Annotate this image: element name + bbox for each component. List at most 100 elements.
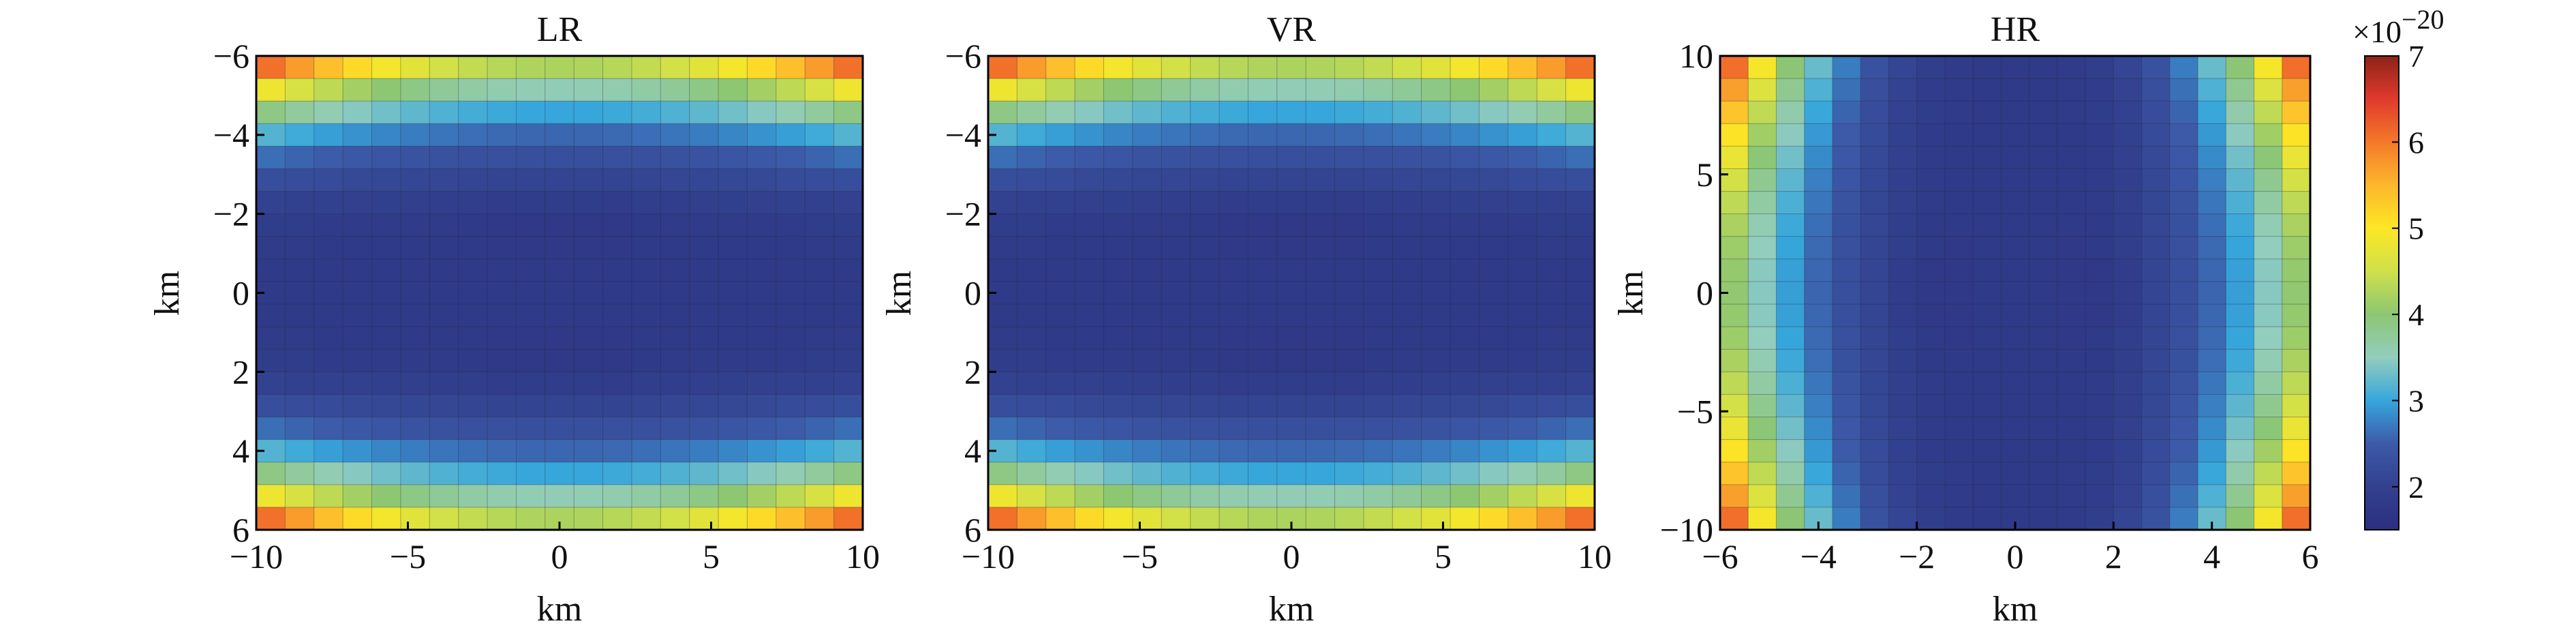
heatmap-cell [1305, 326, 1336, 350]
heatmap-cell [2057, 236, 2087, 260]
heatmap-cell [1478, 393, 1509, 418]
heatmap-cell [1450, 55, 1480, 80]
x-tick-label: 5 [1435, 537, 1452, 575]
heatmap-cell [1972, 123, 2002, 147]
heatmap-cell [573, 55, 604, 80]
heatmap-cell [987, 258, 1018, 283]
heatmap-cell [1832, 258, 1862, 283]
x-tick-label: −5 [390, 537, 426, 575]
heatmap-cell [1972, 393, 2002, 418]
heatmap-cell [1045, 168, 1076, 192]
heatmap-cell [2169, 191, 2199, 215]
heatmap-cell [1507, 303, 1538, 328]
heatmap-cell [2057, 123, 2087, 147]
heatmap-cell [1305, 191, 1336, 215]
heatmap-cell [2254, 303, 2283, 328]
heatmap-cell [371, 213, 402, 237]
heatmap-cell [342, 371, 373, 395]
heatmap-cell [2282, 168, 2312, 192]
heatmap-cell [2225, 100, 2255, 125]
heatmap-cell [1392, 145, 1422, 170]
heatmap-cell [2169, 258, 2199, 283]
heatmap-cell [458, 462, 489, 485]
heatmap-cell [660, 281, 690, 305]
heatmap-cell [1972, 439, 2002, 463]
heatmap-cell [284, 145, 315, 170]
heatmap-cell [1804, 462, 1834, 485]
heatmap-cell [1132, 484, 1163, 509]
heatmap-cell [833, 393, 864, 418]
heatmap-cell [1103, 191, 1134, 215]
heatmap-cell [573, 168, 604, 192]
heatmap-cell [342, 78, 373, 102]
heatmap-cell [1536, 100, 1567, 125]
heatmap-cell [1363, 484, 1394, 509]
heatmap-cell [804, 371, 835, 395]
heatmap-cell [1916, 326, 1946, 350]
heatmap-cell [689, 191, 720, 215]
panel-lr-xlabel: km [537, 590, 582, 628]
heatmap-cell [804, 393, 835, 418]
heatmap-cell [2113, 439, 2143, 463]
heatmap-cell [1276, 462, 1307, 485]
heatmap-cell [776, 168, 806, 192]
heatmap-cell [1161, 462, 1191, 485]
heatmap-cell [1392, 236, 1422, 260]
heatmap-cell [1747, 303, 1777, 328]
heatmap-cell [1944, 393, 1974, 418]
heatmap-cell [1074, 462, 1105, 485]
heatmap-cell [1860, 439, 1890, 463]
heatmap-cell [1363, 123, 1394, 147]
heatmap-cell [1888, 191, 1918, 215]
heatmap-cell [1536, 55, 1567, 80]
heatmap-cell [2000, 326, 2030, 350]
heatmap-cell [1747, 507, 1777, 531]
heatmap-cell [342, 484, 373, 509]
heatmap-cell [1916, 303, 1946, 328]
heatmap-cell [2000, 236, 2030, 260]
heatmap-cell [342, 236, 373, 260]
heatmap-cell [1565, 236, 1596, 260]
heatmap-cell [2141, 191, 2171, 215]
heatmap-cell [400, 348, 431, 373]
heatmap-cell [1450, 393, 1480, 418]
heatmap-cell [1045, 462, 1076, 485]
heatmap-cell [1132, 393, 1163, 418]
heatmap-cell [1074, 439, 1105, 463]
x-tick-label: 0 [551, 537, 568, 575]
y-tick-label: −2 [945, 195, 981, 233]
heatmap-cell [746, 55, 777, 80]
heatmap-cell [515, 236, 546, 260]
heatmap-cell [1190, 348, 1221, 373]
heatmap-cell [2197, 326, 2227, 350]
heatmap-cell [371, 417, 402, 440]
heatmap-cell [602, 348, 633, 373]
heatmap-cell [1719, 393, 1749, 418]
heatmap-cell [487, 371, 517, 395]
heatmap-cell [1972, 78, 2002, 102]
heatmap-cell [833, 78, 864, 102]
heatmap-cell [1944, 258, 1974, 283]
heatmap-cell [631, 303, 662, 328]
heatmap-cell [515, 303, 546, 328]
heatmap-cell [342, 281, 373, 305]
heatmap-cell [833, 213, 864, 237]
heatmap-cell [371, 439, 402, 463]
heatmap-cell [573, 303, 604, 328]
heatmap-cell [2197, 393, 2227, 418]
heatmap-cell [689, 123, 720, 147]
heatmap-cell [458, 55, 489, 80]
heatmap-cell [2085, 393, 2115, 418]
heatmap-cell [1565, 281, 1596, 305]
heatmap-cell [689, 258, 720, 283]
heatmap-cell [1045, 303, 1076, 328]
heatmap-cell [313, 484, 344, 509]
heatmap-cell [987, 168, 1018, 192]
heatmap-cell [1832, 303, 1862, 328]
heatmap-cell [1132, 100, 1163, 125]
heatmap-cell [1247, 168, 1278, 192]
heatmap-cell [1161, 78, 1191, 102]
colorbar-exponent-power: −20 [2402, 4, 2444, 35]
heatmap-cell [689, 348, 720, 373]
heatmap-cell [718, 213, 748, 237]
